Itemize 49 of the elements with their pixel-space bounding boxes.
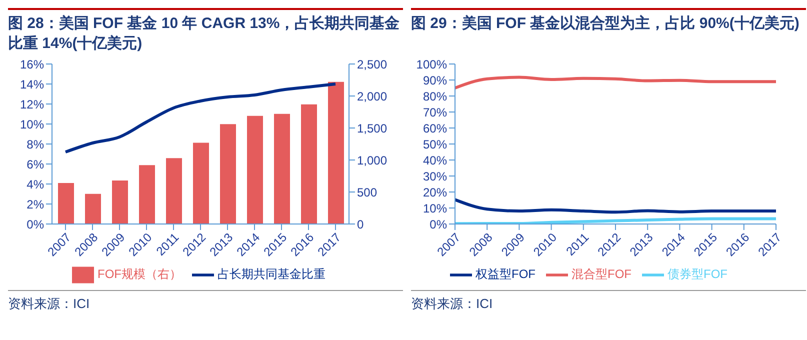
legend-label: 占长期共同基金比重 [218, 267, 326, 282]
y-tick-label: 6% [26, 157, 44, 172]
y-tick-label: 40% [422, 153, 448, 168]
text: 资料来源：ICI [411, 295, 494, 313]
bar [85, 194, 101, 224]
bar [274, 114, 290, 224]
bar [58, 183, 74, 224]
chart-title: 图 28：美国 FOF 基金 10 年 CAGR 13%，占长期共同基金比重 14%(十亿美元) [8, 8, 403, 58]
y-tick-label: 0% [430, 217, 448, 232]
bar [166, 158, 182, 224]
bar [112, 180, 128, 224]
y-tick-label: 50% [422, 137, 448, 152]
legend-label: 混合型FOF [572, 267, 632, 282]
bar [193, 142, 209, 224]
legend-label: 权益型FOF [476, 267, 536, 282]
y-tick-label: 4% [26, 177, 44, 192]
y-tick-label: 0% [26, 217, 44, 232]
y-tick-label: 8% [26, 137, 44, 152]
y2-tick-label: 2,000 [357, 89, 388, 104]
line-series [454, 198, 778, 214]
bar [139, 165, 155, 224]
y-tick-label: 12% [20, 97, 44, 112]
y2-tick-label: 1,000 [357, 153, 388, 168]
y-tick-label: 20% [422, 185, 448, 200]
bar [220, 124, 236, 224]
line-series [64, 82, 337, 154]
y-tick-label: 16% [20, 57, 44, 72]
y-tick-label: 10% [20, 117, 44, 132]
y-tick-label: 70% [422, 105, 448, 120]
y-tick-label: 10% [422, 201, 448, 216]
y-tick-label: 30% [422, 169, 448, 184]
bar [328, 82, 344, 224]
text: 资料来源：ICI [8, 295, 91, 313]
legend-label: FOF规模（右） [98, 267, 182, 282]
y-tick-label: 100% [416, 57, 448, 72]
y2-tick-label: 1,500 [357, 121, 388, 136]
legend-label: 债券型FOF [668, 267, 728, 282]
y-tick-label: 60% [422, 121, 448, 136]
line-series [454, 76, 778, 90]
y-tick-label: 80% [422, 89, 448, 104]
y-tick-label: 2% [26, 197, 44, 212]
bar [301, 104, 317, 224]
chart-title: 图 29：美国 FOF 基金以混合型为主，占比 90%(十亿美元) [411, 8, 806, 58]
y-tick-label: 90% [422, 73, 448, 88]
bar [247, 116, 263, 224]
y2-tick-label: 0 [357, 217, 364, 232]
y2-tick-label: 2,500 [357, 57, 388, 72]
y-tick-label: 14% [20, 77, 44, 92]
y2-tick-label: 500 [357, 185, 378, 200]
